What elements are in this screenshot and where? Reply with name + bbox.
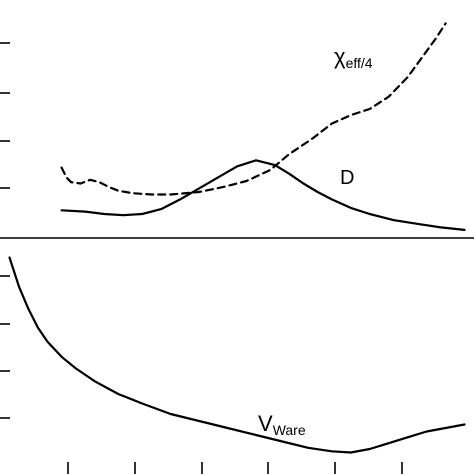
chi-series-label: χeff/4	[334, 44, 373, 71]
d-series-label: D	[340, 167, 354, 189]
top-panel-y-ticks	[0, 42, 10, 189]
chi-series-subscript: eff/4	[346, 55, 373, 71]
chi-series-symbol: χ	[334, 44, 346, 69]
series-line-eff-4	[60, 22, 447, 196]
top-panel: χeff/4 D	[0, 22, 474, 239]
series-line-d	[60, 159, 466, 231]
vware-series-symbol: V	[258, 411, 273, 436]
bottom-panel-y-ticks	[0, 275, 10, 419]
series-line-v-ware	[8, 256, 466, 454]
vware-series-label: VWare	[258, 411, 306, 438]
bottom-panel-curves	[8, 256, 466, 454]
top-panel-curves	[60, 22, 466, 231]
vware-series-subscript: Ware	[273, 422, 306, 438]
bottom-panel-x-ticks	[67, 462, 403, 474]
bottom-panel: VWare	[0, 256, 466, 474]
